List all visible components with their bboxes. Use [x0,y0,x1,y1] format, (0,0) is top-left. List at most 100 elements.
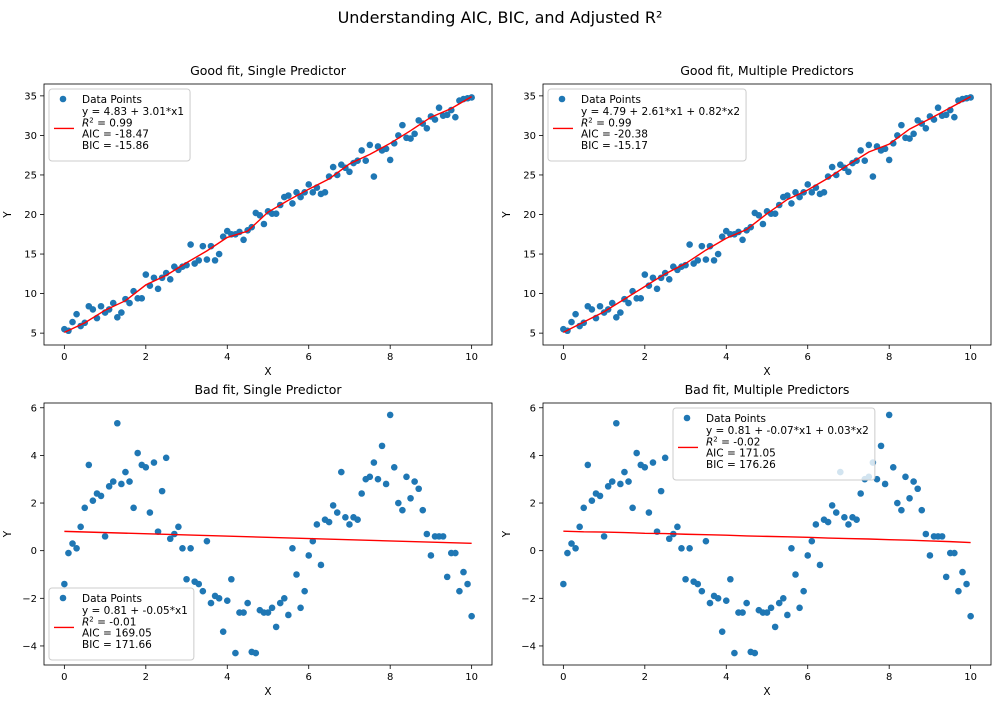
data-point [118,480,125,488]
y-tick-label: 30 [523,131,536,142]
data-point [608,299,616,307]
data-point [293,571,300,578]
data-point [313,521,321,528]
data-point [959,568,966,576]
data-point [329,163,337,171]
legend-label-points: Data Points [82,94,142,106]
y-tick-label: 25 [24,170,37,181]
data-point [674,523,681,531]
y-tick-label: 6 [530,403,536,414]
y-tick-label: −4 [521,641,536,652]
x-tick-label: 6 [805,352,811,363]
data-point [321,189,329,196]
x-tick-label: 4 [224,352,230,363]
x-tick-label: 4 [224,672,230,683]
data-point [914,485,921,493]
data-point [645,282,653,289]
legend-label-r2: R2 = -0.02 [706,435,760,448]
data-point [142,271,150,278]
legend-label-r2: R2 = -0.01 [82,615,136,628]
data-point [951,113,958,121]
data-point [710,257,718,264]
data-point [346,521,353,528]
subplot-title: Bad fit, Single Predictor [194,382,342,397]
data-point [763,609,771,616]
data-point [118,309,125,316]
x-axis-label: X [763,686,770,698]
data-point [608,478,616,485]
data-point [183,575,190,583]
data-point [223,597,231,604]
data-point [739,236,746,244]
data-point [625,478,632,485]
legend-label-points: Data Points [706,413,766,425]
legend-label-aic: AIC = -20.38 [581,129,648,141]
data-point [431,116,439,123]
data-point [718,628,726,635]
data-point [105,483,113,490]
data-point [195,580,203,588]
data-point [580,504,588,512]
data-point [560,580,567,588]
data-point [845,168,852,176]
x-axis-label: X [264,366,271,378]
data-point [751,649,759,657]
data-point [918,506,926,514]
data-point [637,295,645,302]
data-point [694,580,702,588]
data-point [333,509,341,516]
data-point [297,604,304,612]
data-point [154,528,162,535]
y-tick-label: −2 [22,594,37,605]
legend-box [48,88,191,162]
y-tick-label: 30 [24,131,37,142]
y-tick-label: 0 [530,546,536,557]
data-point [305,552,313,559]
data-point [617,480,624,488]
data-point [686,544,693,552]
y-tick-label: 2 [530,499,536,510]
data-point [285,192,292,199]
data-point [771,623,779,631]
legend-box [48,587,195,661]
data-point [69,318,76,326]
y-tick-label: 2 [31,499,37,510]
legend-label-equation: y = 4.83 + 3.01*x1 [82,106,184,118]
data-point [215,250,223,258]
data-point [889,464,897,471]
data-point [232,649,239,657]
data-point [845,521,852,528]
x-tick-label: 8 [387,672,393,683]
legend-label-aic: AIC = -18.47 [82,129,149,141]
data-point [142,464,150,471]
data-point [390,464,398,471]
figure-title: Understanding AIC, BIC, and Adjusted R² [338,8,663,27]
data-point [338,468,345,476]
data-point [796,193,803,201]
data-point [564,549,571,557]
data-point [386,411,394,419]
y-tick-label: 15 [24,250,37,261]
data-point [600,533,608,540]
data-point [403,473,410,481]
x-tick-label: 2 [642,672,648,683]
regression-line [563,96,971,333]
data-point [877,442,885,450]
subplot-4: Bad fit, Multiple Predictors 0 2 4 6 8 10 −4 −2 0… [501,382,992,698]
data-point [366,141,374,149]
data-point [796,604,803,612]
data-point [61,580,68,588]
data-point [743,599,750,607]
data-point [568,318,575,326]
data-point [694,257,702,264]
data-point [199,242,207,250]
data-point [126,299,133,307]
data-point [739,609,746,616]
data-point [370,459,378,466]
data-point [963,580,970,588]
legend-label-bic: BIC = -15.86 [82,140,149,152]
data-point [714,595,722,602]
data-point [629,504,636,512]
data-point [85,461,93,469]
data-point [661,454,669,462]
